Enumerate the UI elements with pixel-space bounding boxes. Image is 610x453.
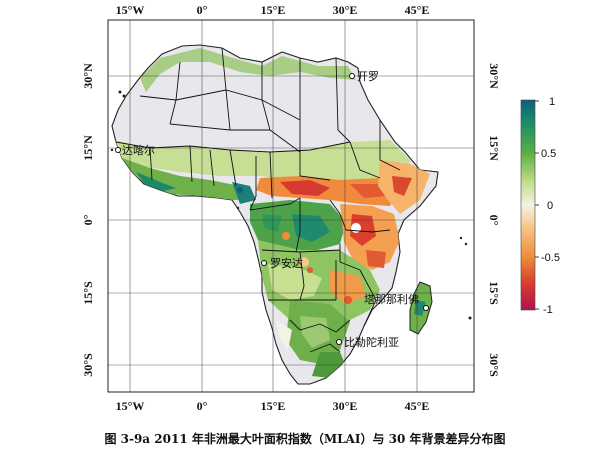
bottom-tick-15w: 15°W bbox=[116, 399, 145, 413]
colorbar-gradient bbox=[520, 99, 536, 311]
city-label: 达喀尔 bbox=[122, 144, 155, 157]
city-luanda: 罗安达 bbox=[261, 256, 303, 270]
right-tick-15s: 15°S bbox=[487, 281, 501, 305]
figure-caption: 图 3-9a 2011 年非洲最大叶面积指数（MLAI）与 30 年背景差异分布… bbox=[104, 432, 506, 446]
city-label: 开罗 bbox=[357, 70, 379, 83]
colorbar: 1 0.5 0 -0.5 -1 bbox=[520, 96, 560, 316]
top-axis-labels: 15°W 0° 15°E 30°E 45°E bbox=[116, 3, 430, 17]
right-tick-0: 0° bbox=[487, 215, 501, 226]
left-tick-30n: 30°N bbox=[81, 63, 95, 89]
right-axis-labels: 30°N 15°N 0° 15°S 30°S bbox=[487, 63, 501, 377]
right-tick-30s: 30°S bbox=[487, 353, 501, 377]
left-axis-labels: 30°N 15°N 0° 15°S 30°S bbox=[81, 63, 95, 377]
country-borders bbox=[115, 47, 401, 353]
city-pretoria: 比勒陀利亚 bbox=[336, 335, 399, 349]
left-tick-15n: 15°N bbox=[81, 135, 95, 161]
colorbar-tick-1: 1 bbox=[549, 96, 555, 108]
top-tick-30e: 30°E bbox=[333, 3, 358, 17]
bottom-tick-0: 0° bbox=[197, 399, 208, 413]
colorbar-tick-neg-1: -1 bbox=[543, 304, 553, 316]
top-tick-15e: 15°E bbox=[261, 3, 286, 17]
left-tick-0: 0° bbox=[81, 214, 95, 225]
city-label: 罗安达 bbox=[270, 256, 303, 270]
right-tick-30n: 30°N bbox=[487, 63, 501, 89]
bottom-axis-labels: 15°W 0° 15°E 30°E 45°E bbox=[116, 399, 430, 413]
colorbar-tick-0-5: 0.5 bbox=[541, 148, 556, 160]
bottom-tick-45e: 45°E bbox=[405, 399, 430, 413]
colorbar-tick-0: 0 bbox=[547, 200, 553, 212]
top-tick-0: 0° bbox=[197, 3, 208, 17]
city-label: 比勒陀利亚 bbox=[344, 335, 399, 349]
right-tick-15n: 15°N bbox=[487, 135, 501, 161]
graticule bbox=[108, 20, 474, 392]
colorbar-tick-neg-0-5: -0.5 bbox=[541, 252, 560, 264]
top-tick-15w: 15°W bbox=[116, 3, 145, 17]
city-label: 塔那那利佛 bbox=[364, 293, 419, 306]
city-dakar: 达喀尔 bbox=[115, 144, 155, 157]
left-tick-15s: 15°S bbox=[81, 281, 95, 305]
city-antananarivo: 塔那那利佛 bbox=[364, 293, 429, 311]
left-tick-30s: 30°S bbox=[81, 353, 95, 377]
top-tick-45e: 45°E bbox=[405, 3, 430, 17]
city-cairo: 开罗 bbox=[349, 70, 379, 83]
bottom-tick-15e: 15°E bbox=[261, 399, 286, 413]
bottom-tick-30e: 30°E bbox=[333, 399, 358, 413]
